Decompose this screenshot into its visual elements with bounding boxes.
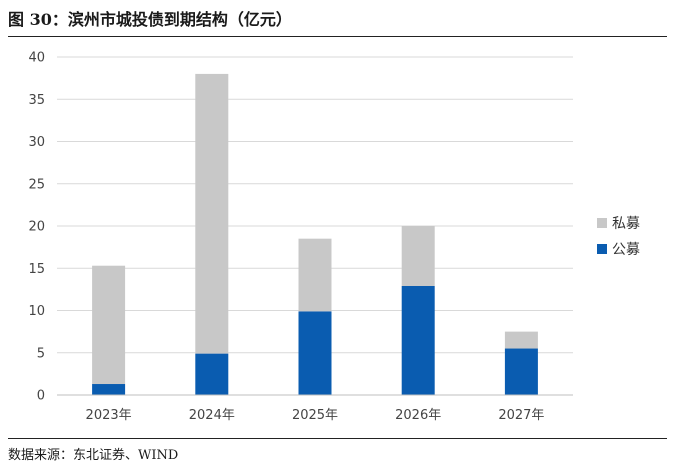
y-tick-label: 5 (37, 346, 45, 361)
y-tick-label: 10 (28, 304, 45, 319)
bar-公募 (401, 285, 435, 395)
bar-私募 (92, 265, 126, 385)
bar-私募 (298, 238, 332, 312)
y-tick-label: 0 (37, 389, 45, 404)
x-tick-label: 2027年 (498, 408, 544, 423)
y-tick-label: 20 (28, 220, 45, 235)
y-tick-label: 15 (28, 262, 45, 277)
legend-swatch (597, 218, 607, 228)
legend-label: 公募 (612, 242, 640, 258)
y-tick-label: 40 (28, 51, 45, 66)
source-divider (8, 438, 667, 439)
y-tick-label: 25 (28, 177, 45, 192)
x-tick-label: 2026年 (395, 408, 441, 423)
source-note: 数据来源：东北证券、WIND (8, 448, 179, 463)
legend-swatch (597, 244, 607, 254)
y-tick-label: 30 (28, 135, 45, 150)
legend-label: 私募 (612, 216, 640, 232)
axes: 0 5 10 15 20 25 30 35 40 2023年 2024年 2025年 2026年 2027… (28, 51, 573, 423)
bar-私募 (401, 226, 435, 286)
x-tick-label: 2025年 (292, 408, 338, 423)
chart-title: 图 30：滨州市城投债到期结构（亿元） (8, 10, 292, 29)
bar-私募 (504, 331, 538, 349)
bar-series (92, 73, 538, 395)
y-tick-label: 35 (28, 93, 45, 108)
bar-公募 (298, 311, 332, 395)
x-tick-label: 2024年 (189, 408, 235, 423)
bar-私募 (195, 73, 229, 354)
x-tick-label: 2023年 (86, 408, 132, 423)
bar-公募 (92, 384, 126, 395)
bar-公募 (504, 348, 538, 395)
bar-公募 (195, 353, 229, 395)
title-divider (8, 36, 667, 37)
